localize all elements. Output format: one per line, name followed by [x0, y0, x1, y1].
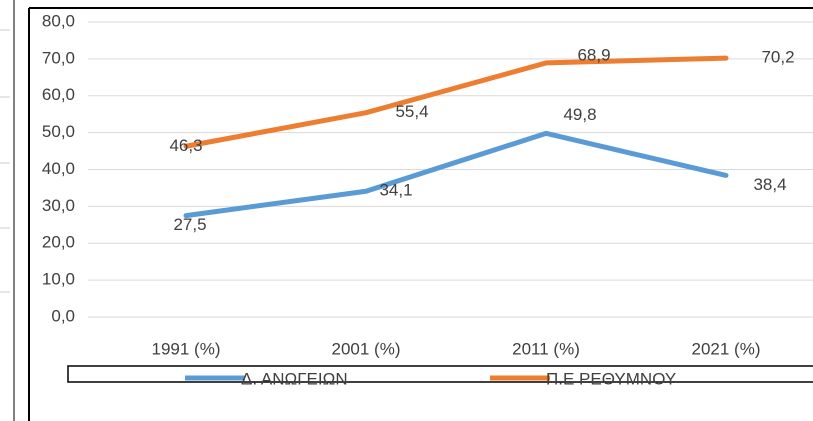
legend-label: Δ. ΑΝΩΓΕΙΩΝ — [241, 369, 348, 388]
y-tick-label: 0,0 — [51, 306, 75, 325]
data-label: 70,2 — [761, 48, 794, 67]
y-tick-label: 60,0 — [42, 85, 75, 104]
y-tick-label: 20,0 — [42, 233, 75, 252]
x-tick-label: 2001 (%) — [332, 339, 401, 358]
y-tick-label: 70,0 — [42, 48, 75, 67]
y-tick-label: 10,0 — [42, 270, 75, 289]
y-tick-label: 40,0 — [42, 159, 75, 178]
y-tick-label: 50,0 — [42, 122, 75, 141]
series-line — [183, 130, 729, 219]
data-label: 34,1 — [379, 181, 412, 200]
legend-label: Π.Ε ΡΕΘΥΜΝΟΥ — [546, 369, 676, 388]
data-label: 55,4 — [395, 102, 428, 121]
data-label: 49,8 — [563, 105, 596, 124]
y-tick-label: 30,0 — [42, 196, 75, 215]
data-label: 68,9 — [577, 45, 610, 64]
data-label: 46,3 — [169, 136, 202, 155]
data-label: 27,5 — [173, 215, 206, 234]
series-line — [183, 55, 729, 149]
x-tick-label: 2011 (%) — [512, 339, 580, 358]
data-label: 38,4 — [753, 175, 786, 194]
x-tick-label: 1991 (%) — [152, 339, 221, 358]
y-tick-label: 80,0 — [42, 11, 75, 30]
x-tick-label: 2021 (%) — [692, 339, 761, 358]
